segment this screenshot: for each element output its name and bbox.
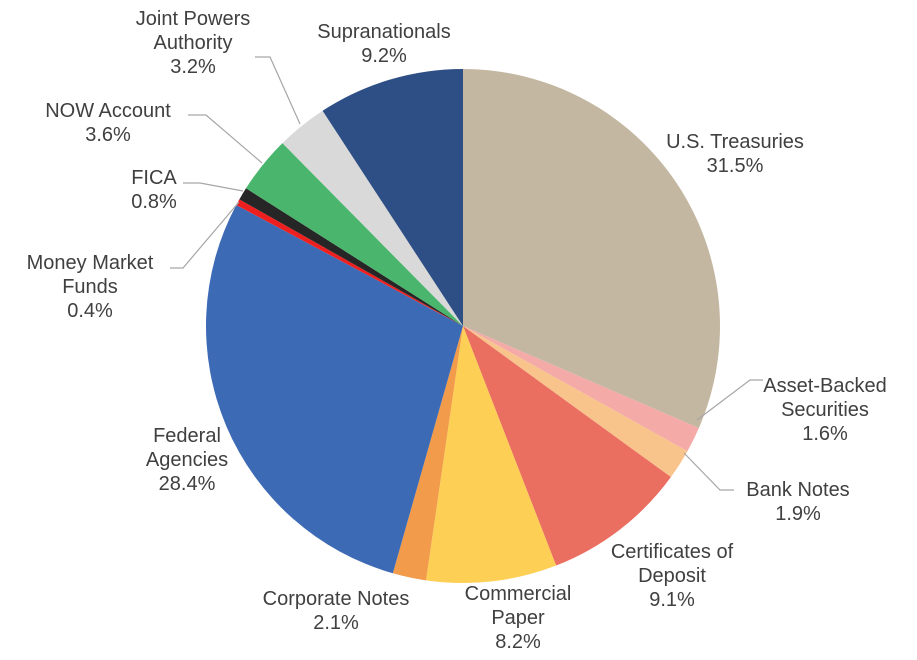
slice-name-label: Funds (62, 276, 118, 298)
slice-value-label: 2.1% (313, 612, 359, 634)
slice-label-corporate-notes: Corporate Notes 2.1% (263, 588, 410, 634)
slice-value-label: 1.6% (802, 423, 848, 445)
slice-name-label: Paper (491, 607, 545, 629)
leader-line-fica (183, 182, 244, 192)
slice-name-label: Supranationals (317, 21, 450, 43)
slice-value-label: 9.2% (361, 45, 407, 67)
pie-slice-now-account (246, 143, 463, 326)
slice-name-label: Commercial (465, 583, 572, 605)
slice-name-label: NOW Account (45, 100, 171, 122)
slice-label-certificates-of-deposit: Certificates of Deposit 9.1% (611, 541, 734, 611)
slice-value-label: 31.5% (707, 155, 764, 177)
slice-label-bank-notes: Bank Notes 1.9% (746, 479, 849, 525)
slice-name-label: Asset-Backed (763, 375, 886, 397)
slice-name-label: Joint Powers (136, 8, 251, 30)
slice-value-label: 0.8% (131, 191, 177, 213)
slice-label-federal-agencies: Federal Agencies 28.4% (146, 425, 228, 495)
slice-name-label: Agencies (146, 449, 228, 471)
slice-label-u-s-treasuries: U.S. Treasuries 31.5% (666, 131, 804, 177)
slice-name-label: FICA (131, 167, 177, 189)
slice-value-label: 28.4% (159, 473, 216, 495)
slice-name-label: Money Market (27, 252, 154, 274)
slice-value-label: 3.2% (170, 56, 216, 78)
slice-value-label: 3.6% (85, 124, 131, 146)
pie-slice-supranationals (322, 69, 463, 326)
slice-value-label: 9.1% (649, 589, 695, 611)
slice-name-label: Certificates of (611, 541, 734, 563)
pie-slice-joint-powers-authority (282, 110, 463, 326)
leader-line-joint-powers-authority (255, 56, 301, 125)
slice-label-supranationals: Supranationals 9.2% (317, 21, 450, 67)
pie-slice-money-market-funds (236, 199, 463, 326)
pie-slice-commercial-paper (425, 326, 557, 583)
leader-line-money-market-funds (170, 201, 240, 269)
pie-slice-corporate-notes (392, 326, 463, 581)
slice-name-label: Authority (154, 32, 233, 54)
slice-label-money-market-funds: Money Market Funds 0.4% (27, 252, 154, 322)
slice-label-commercial-paper: Commercial Paper 8.2% (465, 583, 572, 653)
pie-slice-certificates-of-deposit (463, 326, 671, 566)
slice-label-fica: FICA 0.8% (131, 167, 177, 213)
leader-line-now-account (188, 114, 263, 164)
slice-label-joint-powers-authority: Joint Powers Authority 3.2% (136, 8, 251, 78)
slice-name-label: Bank Notes (746, 479, 849, 501)
slice-name-label: Federal (153, 425, 221, 447)
slice-value-label: 8.2% (495, 631, 541, 653)
pie-slice-fica (239, 188, 463, 326)
slice-label-asset-backed-securities: Asset-Backed Securities 1.6% (763, 375, 886, 445)
pie-slice-bank-notes (463, 326, 688, 478)
pie-slice-asset-backed-securities (463, 326, 699, 452)
slice-label-now-account: NOW Account 3.6% (45, 100, 171, 146)
leader-line-bank-notes (683, 452, 734, 491)
pie-slice-u-s-treasuries (463, 69, 720, 429)
leader-line-asset-backed-securities (696, 379, 763, 421)
slice-name-label: Deposit (638, 565, 706, 587)
slice-name-label: Corporate Notes (263, 588, 410, 610)
pie-slice-federal-agencies (205, 205, 463, 574)
leader-lines-layer (170, 56, 763, 491)
slice-value-label: 1.9% (775, 503, 821, 525)
labels-layer: U.S. Treasuries 31.5% Asset-Backed Securiti… (27, 8, 887, 653)
slice-name-label: U.S. Treasuries (666, 131, 804, 153)
slice-name-label: Securities (781, 399, 869, 421)
slice-value-label: 0.4% (67, 300, 113, 322)
slices-layer (205, 69, 720, 583)
